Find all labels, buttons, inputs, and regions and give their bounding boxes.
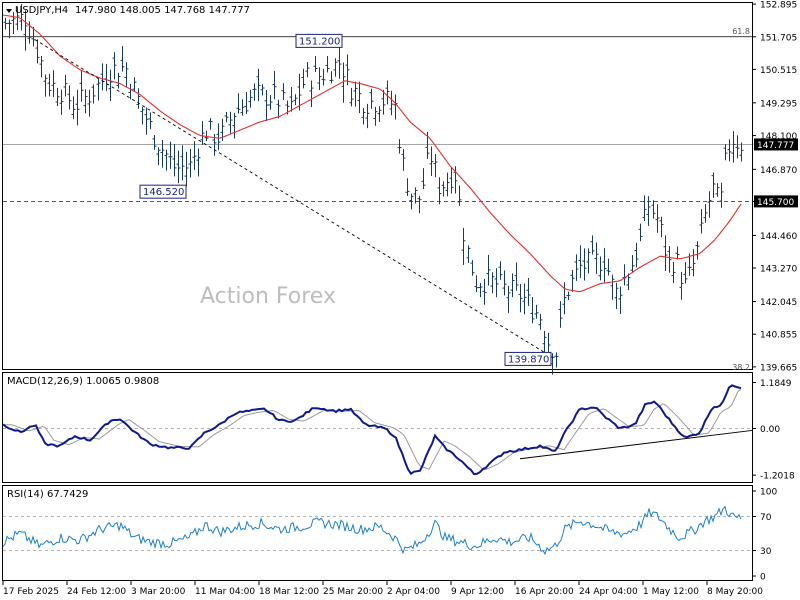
price-tick-label: 143.270 bbox=[760, 265, 797, 275]
moving-average-line bbox=[2, 14, 742, 293]
x-tick-label: 11 Mar 04:00 bbox=[195, 587, 255, 597]
ohlc-bars bbox=[3, 4, 744, 375]
price-tick-label: 152.895 bbox=[760, 1, 797, 11]
rsi-line bbox=[2, 505, 742, 556]
price-tick-label: 139.665 bbox=[760, 363, 797, 373]
x-tick-label: 25 Mar 20:00 bbox=[323, 587, 383, 597]
price-level-tag-label: 147.777 bbox=[757, 141, 794, 151]
trendline bbox=[34, 39, 554, 359]
price-tick-label: 142.045 bbox=[760, 298, 797, 308]
rsi-tick-label: 30 bbox=[760, 547, 772, 557]
x-tick-label: 1 May 12:00 bbox=[643, 587, 699, 597]
x-tick-label: 18 Mar 12:00 bbox=[259, 587, 319, 597]
price-level-tag bbox=[754, 138, 798, 151]
price-panel bbox=[2, 2, 753, 370]
rsi-header: RSI(14) 67.7429 bbox=[7, 489, 88, 500]
price-tick-label: 144.460 bbox=[760, 232, 797, 242]
macd-panel bbox=[2, 372, 753, 483]
price-header: USDJPY,H4 147.980 148.005 147.768 147.77… bbox=[6, 5, 250, 16]
macd-trendline bbox=[519, 429, 753, 460]
macd-signal-line bbox=[3, 388, 742, 470]
price-level-tag-label: 145.700 bbox=[757, 198, 794, 208]
fib-level-label: 38.2 bbox=[732, 363, 750, 372]
rsi-tick-label: 0 bbox=[760, 573, 766, 583]
macd-line bbox=[2, 384, 742, 476]
x-tick-label: 8 May 20:00 bbox=[707, 587, 763, 597]
rsi-tick-label: 100 bbox=[760, 488, 777, 498]
x-tick-label: 3 Mar 20:00 bbox=[131, 587, 186, 597]
rsi-tick-label: 70 bbox=[760, 513, 772, 523]
x-tick-label: 24 Feb 12:00 bbox=[67, 587, 126, 597]
price-level-tag bbox=[754, 195, 798, 208]
x-tick-label: 2 Apr 04:00 bbox=[387, 587, 440, 597]
price-annotation-box bbox=[295, 33, 343, 48]
symbol-label: USDJPY,H4 bbox=[15, 5, 68, 16]
macd-tick-label: 1.1849 bbox=[760, 379, 792, 389]
price-annotation-box bbox=[504, 351, 552, 366]
rsi-panel bbox=[2, 485, 753, 581]
fib-level-label: 61.8 bbox=[732, 27, 750, 36]
price-annotation-label: 151.200 bbox=[299, 36, 340, 47]
macd-tick-label: -1.2018 bbox=[760, 472, 795, 482]
x-tick-label: 9 Apr 12:00 bbox=[451, 587, 504, 597]
price-tick-label: 148.100 bbox=[760, 132, 797, 142]
price-annotation-label: 146.520 bbox=[143, 187, 184, 198]
price-tick-label: 150.515 bbox=[760, 66, 797, 76]
price-tick-label: 140.855 bbox=[760, 331, 797, 341]
watermark: Action Forex bbox=[200, 284, 336, 309]
dropdown-arrow-icon[interactable] bbox=[6, 9, 12, 13]
price-annotation-label: 139.870 bbox=[508, 354, 549, 365]
price-tick-label: 146.870 bbox=[760, 166, 797, 176]
price-annotation-box bbox=[139, 184, 187, 199]
price-tick-label: 149.295 bbox=[760, 99, 797, 109]
x-tick-label: 16 Apr 20:00 bbox=[515, 587, 574, 597]
x-tick-label: 17 Feb 2025 bbox=[3, 587, 59, 597]
ohlc-values: 147.980 148.005 147.768 147.777 bbox=[75, 5, 250, 16]
macd-tick-label: 0.00 bbox=[760, 425, 780, 435]
macd-header: MACD(12,26,9) 1.0065 0.9808 bbox=[7, 376, 159, 387]
x-tick-label: 24 Apr 04:00 bbox=[579, 587, 638, 597]
price-tick-label: 151.705 bbox=[760, 33, 797, 43]
